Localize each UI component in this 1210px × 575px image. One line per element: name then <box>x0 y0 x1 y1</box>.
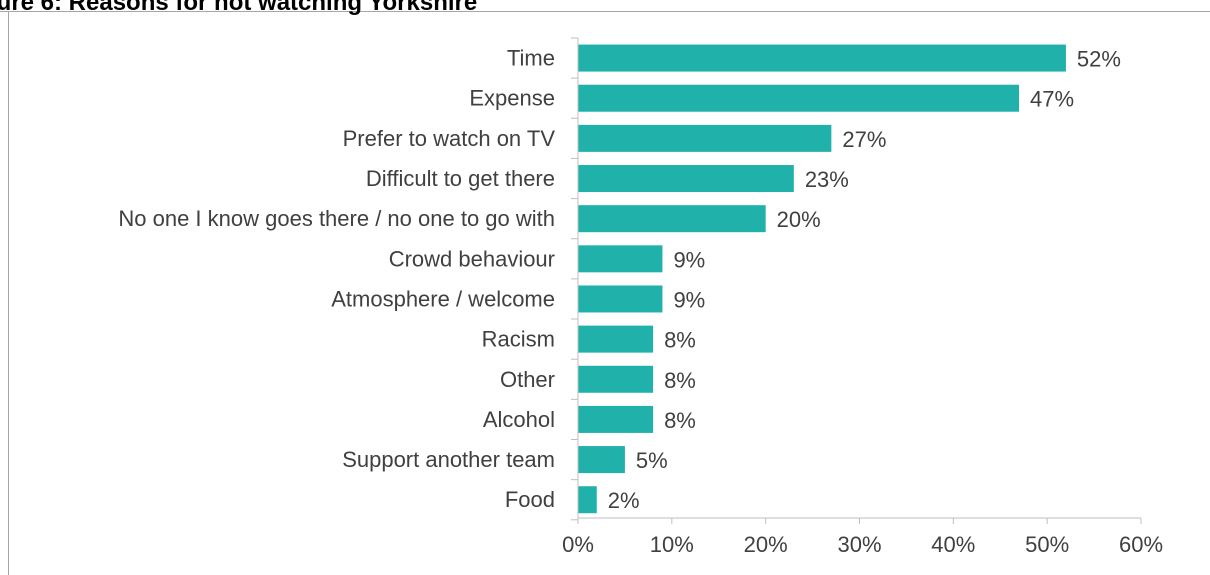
value-label: 8% <box>664 368 696 393</box>
bar <box>578 486 597 514</box>
title-rule <box>0 11 1210 12</box>
category-label: No one I know goes there / no one to go … <box>118 206 555 231</box>
value-label: 8% <box>664 408 696 433</box>
bar <box>578 124 832 152</box>
x-tick-label: 40% <box>931 532 975 557</box>
category-label: Support another team <box>342 447 555 472</box>
x-tick-label: 10% <box>650 532 694 557</box>
value-label: 27% <box>842 127 886 152</box>
value-label: 5% <box>636 448 668 473</box>
bar <box>578 205 766 233</box>
bar <box>578 325 654 353</box>
bar <box>578 365 654 393</box>
value-label: 9% <box>673 247 705 272</box>
category-label: Alcohol <box>483 407 555 432</box>
bar <box>578 285 663 313</box>
value-label: 52% <box>1077 47 1121 72</box>
category-label: Food <box>505 487 555 512</box>
chart-title: gure 6: Reasons for not watching Yorkshi… <box>0 0 478 16</box>
bar <box>578 245 663 273</box>
value-label: 2% <box>608 488 640 513</box>
bar <box>578 165 794 193</box>
bar <box>578 84 1020 112</box>
x-tick-label: 30% <box>837 532 881 557</box>
category-label: Atmosphere / welcome <box>331 286 555 311</box>
bar <box>578 446 625 474</box>
category-label: Expense <box>469 86 555 111</box>
x-tick-label: 50% <box>1025 532 1069 557</box>
bar <box>578 405 654 433</box>
category-label: Other <box>500 367 555 392</box>
value-label: 23% <box>805 167 849 192</box>
left-rule <box>8 11 9 575</box>
category-label: Crowd behaviour <box>389 246 555 271</box>
category-label: Racism <box>482 327 555 352</box>
bar <box>578 44 1066 72</box>
value-label: 9% <box>673 287 705 312</box>
category-label: Prefer to watch on TV <box>343 126 556 151</box>
value-label: 47% <box>1030 87 1074 112</box>
value-label: 20% <box>777 207 821 232</box>
x-tick-label: 20% <box>744 532 788 557</box>
axes-group: Time 52% Expense 47% Prefer to watch on TV 27… <box>118 37 1163 557</box>
category-label: Difficult to get there <box>366 166 555 191</box>
x-tick-label: 0% <box>562 532 594 557</box>
x-tick-label: 60% <box>1119 532 1163 557</box>
bars-group <box>578 44 1066 514</box>
category-label: Time <box>507 46 555 71</box>
value-label: 8% <box>664 328 696 353</box>
